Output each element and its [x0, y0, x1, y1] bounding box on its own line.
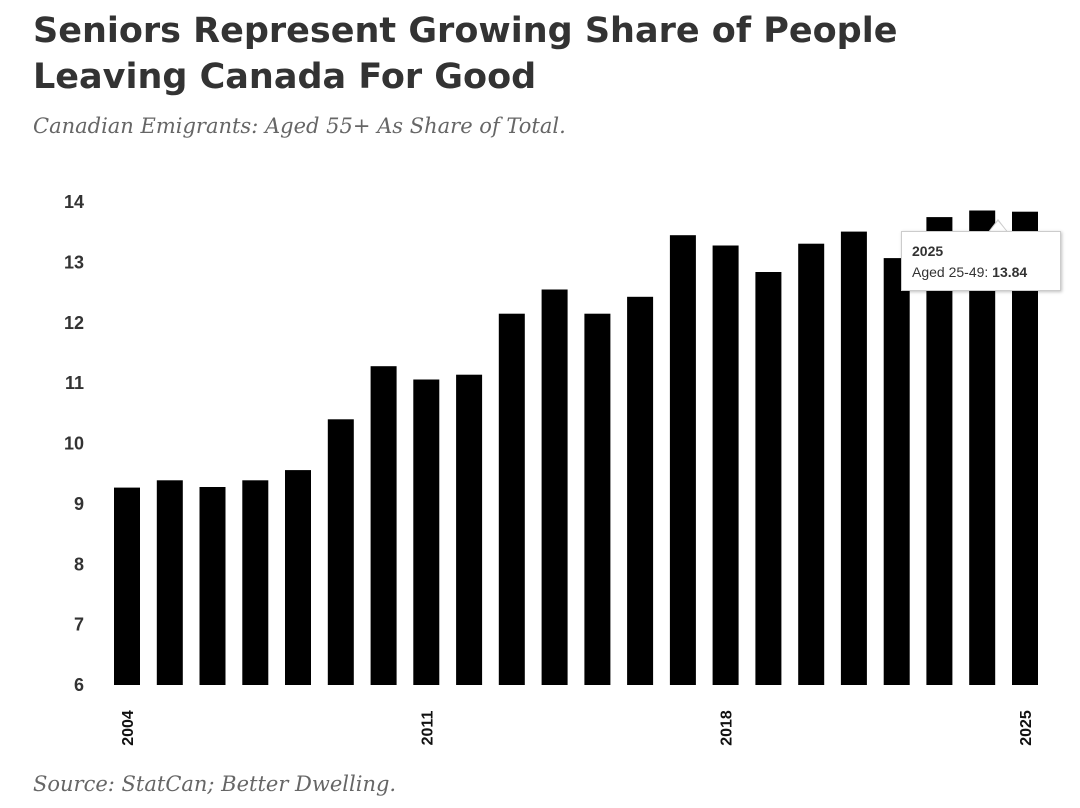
bar-2023[interactable]	[926, 217, 953, 685]
bar-2014[interactable]	[541, 289, 568, 686]
source-note: Source: StatCan; Better Dwelling.	[33, 772, 397, 796]
y-tick-label: 13	[64, 252, 84, 272]
y-tick-label: 12	[64, 313, 84, 333]
bar-2015[interactable]	[584, 313, 611, 685]
bar-2004[interactable]	[114, 487, 140, 685]
bar-2006[interactable]	[199, 487, 226, 685]
x-tick-label: 2025	[1018, 710, 1035, 746]
hover-tooltip: 2025 Aged 25-49: 13.84	[901, 231, 1061, 291]
y-tick-label: 8	[74, 554, 84, 574]
bar-2008[interactable]	[285, 470, 311, 685]
bar-2007[interactable]	[242, 480, 269, 685]
tooltip-pointer-inner	[989, 221, 1007, 232]
x-tick-label: 2018	[719, 710, 736, 746]
bar-2016[interactable]	[627, 296, 654, 685]
bar-2020[interactable]	[798, 243, 825, 685]
y-tick-label: 10	[64, 434, 84, 454]
tooltip-value: 13.84	[992, 264, 1028, 280]
bar-2019[interactable]	[755, 272, 782, 685]
bar-2005[interactable]	[156, 480, 183, 685]
bar-2009[interactable]	[327, 419, 354, 685]
bar-2011[interactable]	[413, 379, 440, 686]
tooltip-line: Aged 25-49: 13.84	[912, 262, 1050, 283]
bar-2013[interactable]	[498, 313, 525, 685]
y-tick-label: 11	[65, 373, 84, 393]
y-tick-label: 9	[74, 494, 84, 514]
x-tick-label: 2011	[419, 711, 436, 746]
chart-subtitle: Canadian Emigrants: Aged 55+ As Share of…	[33, 114, 566, 138]
bar-2018[interactable]	[712, 245, 739, 686]
bar-2010[interactable]	[370, 366, 397, 685]
bar-2012[interactable]	[456, 374, 483, 685]
bar-2022[interactable]	[883, 258, 910, 685]
y-tick-label: 14	[64, 192, 84, 212]
tooltip-series-label: Aged 25-49:	[912, 264, 993, 280]
y-tick-label: 6	[74, 675, 84, 695]
x-tick-label: 2004	[120, 710, 137, 746]
bar-2021[interactable]	[840, 231, 867, 685]
tooltip-year: 2025	[912, 243, 944, 259]
bar-2017[interactable]	[669, 235, 696, 685]
y-tick-label: 7	[74, 615, 84, 635]
chart-title: Seniors Represent Growing Share of Peopl…	[33, 11, 898, 97]
